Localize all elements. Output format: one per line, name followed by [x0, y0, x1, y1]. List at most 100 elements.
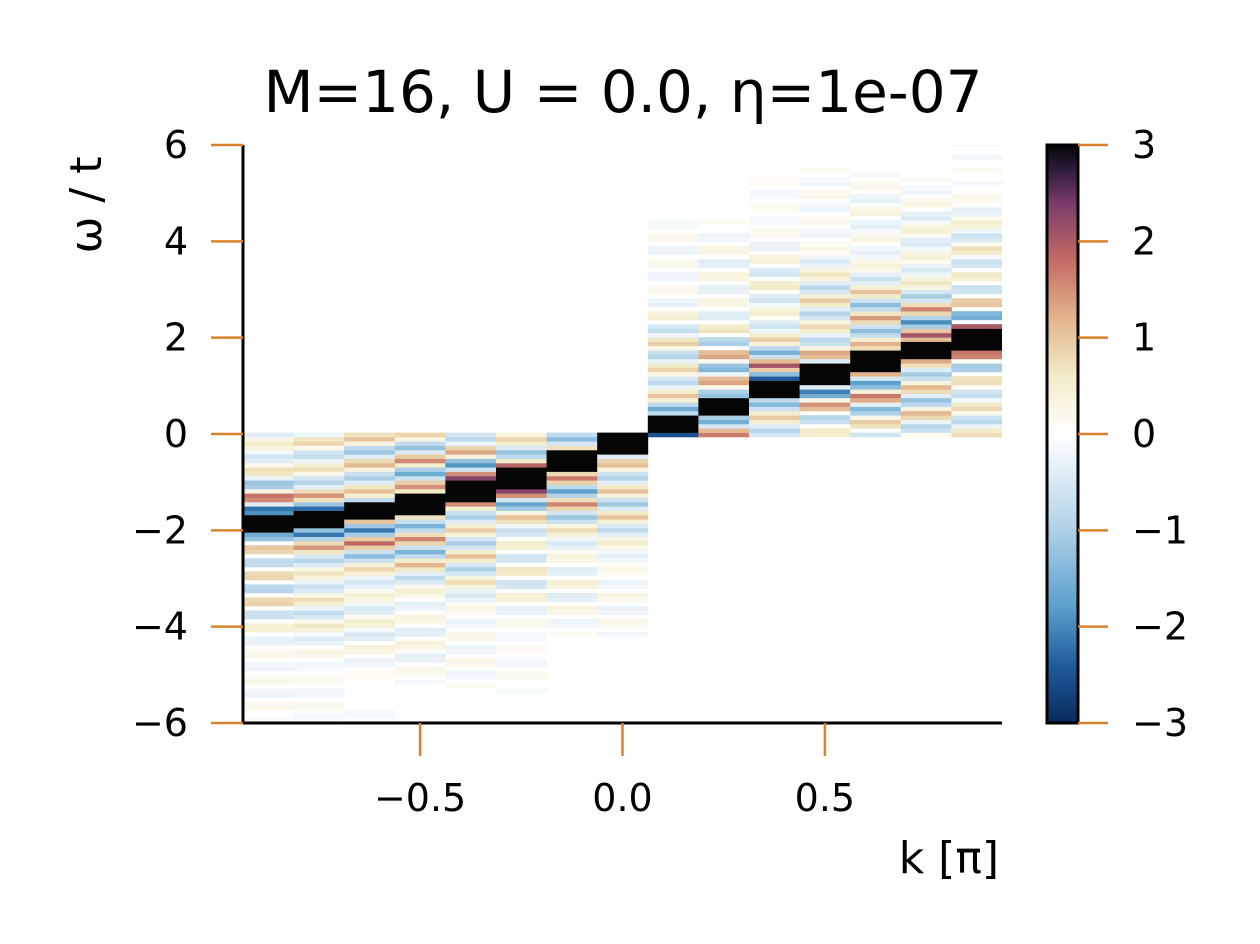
heatmap-cell	[647, 380, 699, 386]
heatmap-cell	[344, 627, 396, 633]
heatmap-cell	[799, 324, 851, 329]
heatmap-cell	[799, 254, 851, 260]
heatmap-cell	[243, 519, 294, 524]
heatmap-cell	[394, 606, 446, 611]
heatmap-cell	[900, 267, 952, 273]
heatmap-cell	[850, 224, 902, 230]
heatmap-cell	[546, 540, 598, 546]
heatmap-cell	[749, 194, 800, 199]
heatmap-cells	[243, 145, 1002, 723]
heatmap-cell	[293, 536, 345, 542]
heatmap-cell	[445, 684, 497, 689]
heatmap-cell	[698, 397, 750, 403]
heatmap-cell	[293, 514, 345, 520]
heatmap-cell	[293, 501, 345, 507]
heatmap-cell	[546, 484, 598, 490]
heatmap-cell	[647, 410, 699, 416]
heatmap-cell	[293, 458, 345, 464]
heatmap-cell	[546, 597, 598, 602]
heatmap-cell	[900, 367, 952, 373]
heatmap-cell	[900, 185, 952, 191]
heatmap-cell	[243, 462, 294, 468]
heatmap-cell	[799, 263, 851, 269]
heatmap-cell	[243, 575, 294, 581]
heatmap-cell	[445, 675, 497, 680]
heatmap-cell	[445, 593, 497, 598]
heatmap-cell	[900, 220, 952, 225]
heatmap-cell	[546, 579, 598, 585]
heatmap-cell	[293, 575, 345, 581]
heatmap-cell	[394, 653, 446, 659]
heatmap-cell	[951, 324, 1002, 329]
heatmap-cell	[749, 298, 800, 303]
heatmap-cell	[546, 532, 598, 537]
heatmap-cell	[951, 402, 1002, 407]
heatmap-cell	[445, 454, 497, 459]
heatmap-cell	[850, 211, 902, 217]
heatmap-cell	[850, 423, 902, 429]
heatmap-cell	[749, 371, 800, 377]
heatmap-cell	[445, 645, 497, 650]
heatmap-cell	[445, 584, 497, 589]
heatmap-cell	[951, 272, 1002, 277]
heatmap-cell	[900, 410, 952, 416]
heatmap-cell	[597, 523, 649, 529]
heatmap-cell	[850, 376, 902, 381]
heatmap-cell	[445, 445, 497, 451]
heatmap-cell	[445, 510, 497, 516]
heatmap-cell	[344, 467, 396, 472]
heatmap-cell	[293, 493, 345, 498]
heatmap-cell	[445, 506, 497, 511]
heatmap-cell	[799, 397, 851, 403]
heatmap-cell	[749, 272, 800, 277]
heatmap-cell	[344, 558, 396, 563]
heatmap-cell	[394, 462, 446, 468]
heatmap-cell	[597, 462, 649, 468]
heatmap-cell	[647, 384, 699, 390]
heatmap-cell	[900, 198, 952, 204]
heatmap-cell	[900, 176, 952, 182]
heatmap-cell	[850, 185, 902, 191]
heatmap-cell	[647, 328, 699, 334]
heatmap-cell	[293, 449, 345, 455]
heatmap-cell	[293, 623, 345, 628]
heatmap-cell	[647, 285, 699, 290]
heatmap-cell	[951, 350, 1002, 355]
heatmap-cell	[394, 497, 446, 503]
heatmap-cell	[850, 276, 902, 282]
heatmap-cell	[698, 315, 750, 321]
heatmap-cell	[698, 363, 750, 368]
heatmap-cell	[597, 566, 649, 572]
heatmap-cell	[698, 376, 750, 381]
heatmap-cell	[900, 224, 952, 230]
heatmap-cell	[799, 220, 851, 225]
heatmap-cell	[850, 363, 902, 368]
heatmap-cell	[951, 198, 1002, 204]
heatmap-cell	[597, 619, 649, 624]
colorbar-tick-label: −1	[1132, 508, 1188, 552]
heatmap-cell	[496, 553, 547, 559]
heatmap-cell	[394, 566, 446, 572]
heatmap-cell	[496, 571, 547, 576]
heatmap-cell	[749, 289, 800, 295]
heatmap-cell	[850, 384, 902, 390]
heatmap-cell	[597, 449, 649, 455]
heatmap-cell	[850, 358, 902, 364]
heatmap-cell	[243, 445, 294, 451]
heatmap-cell	[243, 649, 294, 654]
colorbar-tick-label: 2	[1132, 219, 1156, 263]
heatmap-cell	[394, 571, 446, 576]
heatmap-cell	[647, 393, 699, 399]
heatmap-cell	[546, 553, 598, 559]
heatmap-cell	[749, 319, 800, 325]
heatmap-cell	[394, 579, 446, 585]
heatmap-cell	[344, 545, 396, 550]
heatmap-cell	[243, 497, 294, 503]
heatmap-cell	[344, 475, 396, 481]
heatmap-cell	[394, 449, 446, 455]
heatmap-cell	[951, 419, 1002, 425]
heatmap-cell	[496, 606, 547, 611]
heatmap-cell	[546, 514, 598, 520]
heatmap-cell	[344, 432, 396, 438]
heatmap-cell	[293, 597, 345, 602]
